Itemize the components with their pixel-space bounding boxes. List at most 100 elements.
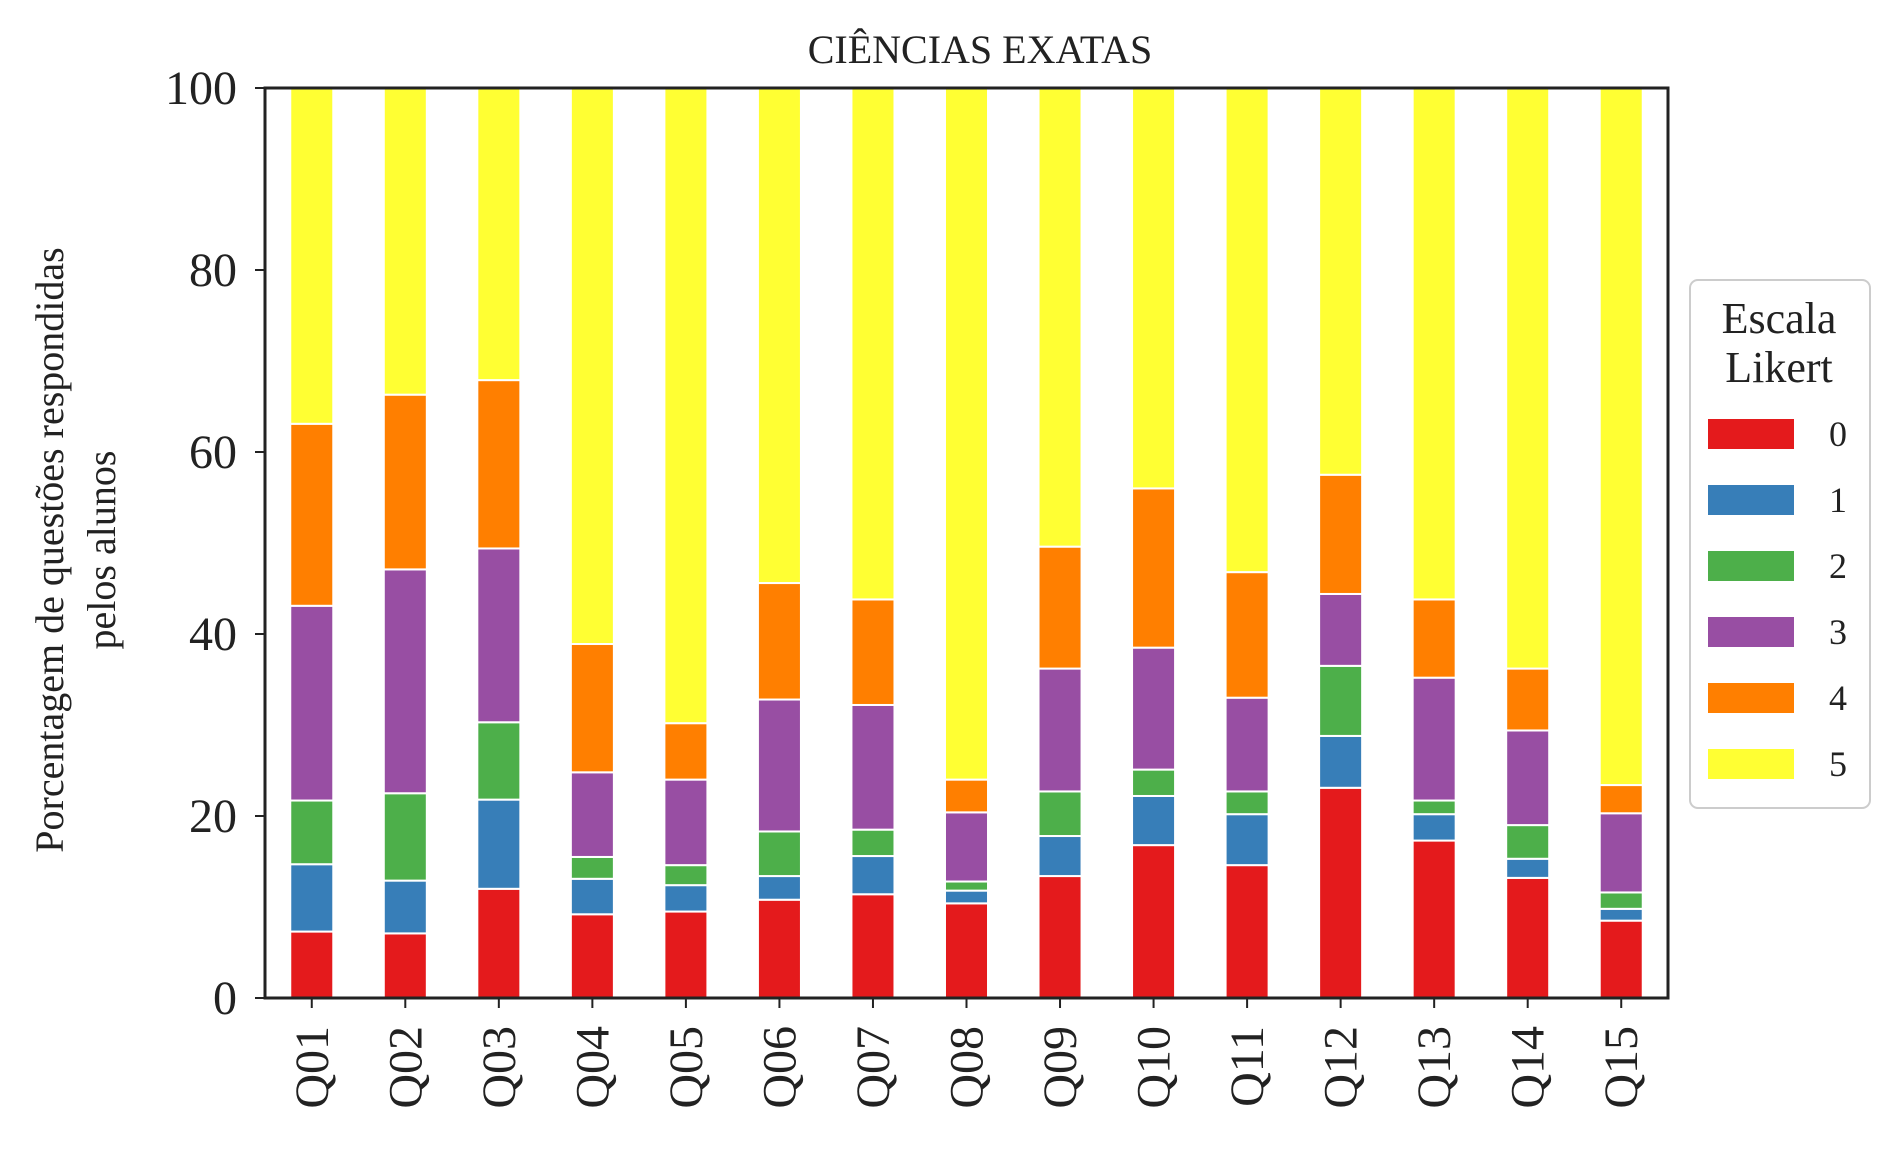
bar-segment-Q06-likert-3 (756, 698, 802, 833)
x-tick-label: Q06 (753, 1026, 806, 1109)
bar-segment-Q12-likert-5 (1318, 87, 1364, 476)
bar-segment-Q11-likert-0 (1224, 864, 1270, 1000)
bar-segment-Q05-likert-1 (663, 884, 709, 913)
bar-segment-Q01-likert-2 (289, 799, 335, 866)
bar-segment-Q06-likert-5 (756, 87, 802, 585)
bar-segment-Q05-likert-3 (663, 778, 709, 867)
bar-segment-Q02-likert-0 (382, 932, 428, 1000)
bar-segment-Q10-likert-4 (1131, 487, 1177, 649)
bar-segment-Q05-likert-2 (663, 864, 709, 887)
bar-segment-Q10-likert-3 (1131, 646, 1177, 771)
bar-segment-Q09-likert-4 (1037, 545, 1083, 670)
y-axis-label: Porcentagem de questões respondidas pelo… (27, 247, 124, 852)
bar-segment-Q11-likert-1 (1224, 813, 1270, 867)
legend-label-0: 0 (1829, 414, 1847, 454)
bar-segment-Q03-likert-2 (476, 721, 522, 801)
bar-segment-Q08-likert-0 (943, 902, 990, 999)
bar-segment-Q04-likert-3 (569, 771, 615, 858)
bar-segment-Q15-likert-0 (1598, 919, 1644, 1000)
x-tick-label: Q12 (1315, 1026, 1368, 1109)
bar-segment-Q10-likert-1 (1131, 794, 1177, 847)
bar-segment-Q03-likert-4 (476, 379, 522, 550)
x-tick-label: Q03 (473, 1026, 526, 1109)
bar-segment-Q08-likert-5 (943, 87, 990, 781)
x-tick-label: Q02 (379, 1026, 432, 1109)
bar-segment-Q08-likert-2 (943, 880, 990, 892)
bar-segment-Q07-likert-4 (850, 598, 896, 706)
bar-segment-Q03-likert-0 (476, 887, 522, 999)
x-tick-label: Q05 (660, 1026, 713, 1109)
bar-segment-Q09-likert-3 (1037, 667, 1083, 793)
bar-segment-Q08-likert-3 (943, 811, 990, 883)
legend-box (1689, 279, 1871, 809)
y-tick-label: 80 (189, 244, 237, 297)
x-axis: Q01 Q02 Q03 Q04 Q05 Q06 Q07 Q08 Q09 Q10 Q11 Q12 Q13 Q… (286, 998, 1648, 1109)
legend-swatch-1 (1708, 485, 1794, 515)
bar-segment-Q06-likert-0 (756, 898, 802, 999)
bar-segment-Q08-likert-4 (943, 778, 990, 814)
legend-swatch-5 (1708, 749, 1794, 779)
bar-segment-Q04-likert-4 (569, 643, 615, 774)
bar-segment-Q05-likert-4 (663, 722, 709, 781)
bar-segment-Q03-likert-5 (476, 87, 522, 382)
bar-segment-Q03-likert-1 (476, 798, 522, 890)
chart-title: CIÊNCIAS EXATAS (808, 27, 1153, 72)
bar-segment-Q12-likert-2 (1318, 664, 1364, 737)
y-tick-label: 40 (189, 608, 237, 661)
bar-segment-Q13-likert-5 (1411, 87, 1457, 601)
bar-segment-Q05-likert-0 (663, 910, 709, 999)
bar-segment-Q02-likert-1 (382, 879, 428, 935)
bar-segment-Q01-likert-3 (289, 604, 335, 802)
bar-segment-Q01-likert-4 (289, 422, 335, 607)
bar-segment-Q11-likert-4 (1224, 571, 1270, 699)
bar-segment-Q05-likert-5 (663, 87, 709, 725)
bar-segment-Q11-likert-2 (1224, 790, 1270, 816)
bar-segment-Q10-likert-2 (1131, 768, 1177, 797)
x-tick-label: Q09 (1034, 1026, 1087, 1109)
bar-segment-Q14-likert-2 (1505, 824, 1551, 860)
bar-segment-Q13-likert-2 (1411, 799, 1457, 816)
x-tick-label: Q15 (1595, 1026, 1648, 1109)
legend-label-1: 1 (1829, 480, 1847, 520)
bar-segment-Q07-likert-5 (850, 87, 896, 601)
x-tick-label: Q11 (1221, 1026, 1274, 1107)
bars-layer (289, 87, 1644, 1000)
bar-segment-Q01-likert-0 (289, 930, 335, 1000)
bar-segment-Q15-likert-4 (1598, 784, 1644, 815)
y-axis-label-line-2: pelos alunos (79, 451, 124, 650)
bar-segment-Q14-likert-5 (1505, 87, 1551, 670)
x-tick-label: Q04 (566, 1026, 619, 1109)
bar-segment-Q13-likert-0 (1411, 839, 1457, 999)
bar-segment-Q11-likert-5 (1224, 87, 1270, 574)
y-tick-label: 20 (189, 790, 237, 843)
bar-segment-Q15-likert-2 (1598, 891, 1644, 910)
bar-segment-Q15-likert-3 (1598, 812, 1644, 894)
legend-label-4: 4 (1829, 678, 1847, 718)
bar-segment-Q06-likert-4 (756, 582, 802, 701)
bar-segment-Q13-likert-4 (1411, 598, 1457, 679)
bar-segment-Q02-likert-5 (382, 87, 428, 396)
bar-segment-Q13-likert-3 (1411, 676, 1457, 802)
plot-frame (263, 86, 1670, 1000)
legend-swatch-3 (1708, 617, 1794, 647)
bar-segment-Q10-likert-0 (1131, 844, 1177, 999)
legend-items: 0 1 2 3 4 5 (1708, 414, 1847, 784)
bar-segment-Q11-likert-3 (1224, 696, 1270, 793)
y-tick-label: 60 (189, 426, 237, 479)
bar-segment-Q15-likert-5 (1598, 87, 1644, 787)
bar-segment-Q07-likert-2 (850, 828, 896, 858)
legend: Escala Likert 0 1 2 3 4 5 (1689, 279, 1871, 809)
bar-segment-Q15-likert-1 (1598, 907, 1644, 922)
legend-swatch-0 (1708, 419, 1794, 449)
bar-segment-Q14-likert-4 (1505, 667, 1551, 732)
legend-label-3: 3 (1829, 612, 1847, 652)
bar-segment-Q02-likert-2 (382, 792, 428, 882)
legend-label-5: 5 (1829, 744, 1847, 784)
bar-segment-Q12-likert-4 (1318, 473, 1364, 595)
x-tick-label: Q10 (1128, 1026, 1181, 1109)
bar-segment-Q09-likert-5 (1037, 87, 1083, 548)
bar-segment-Q07-likert-0 (850, 893, 896, 1000)
bar-segment-Q14-likert-1 (1505, 857, 1551, 879)
